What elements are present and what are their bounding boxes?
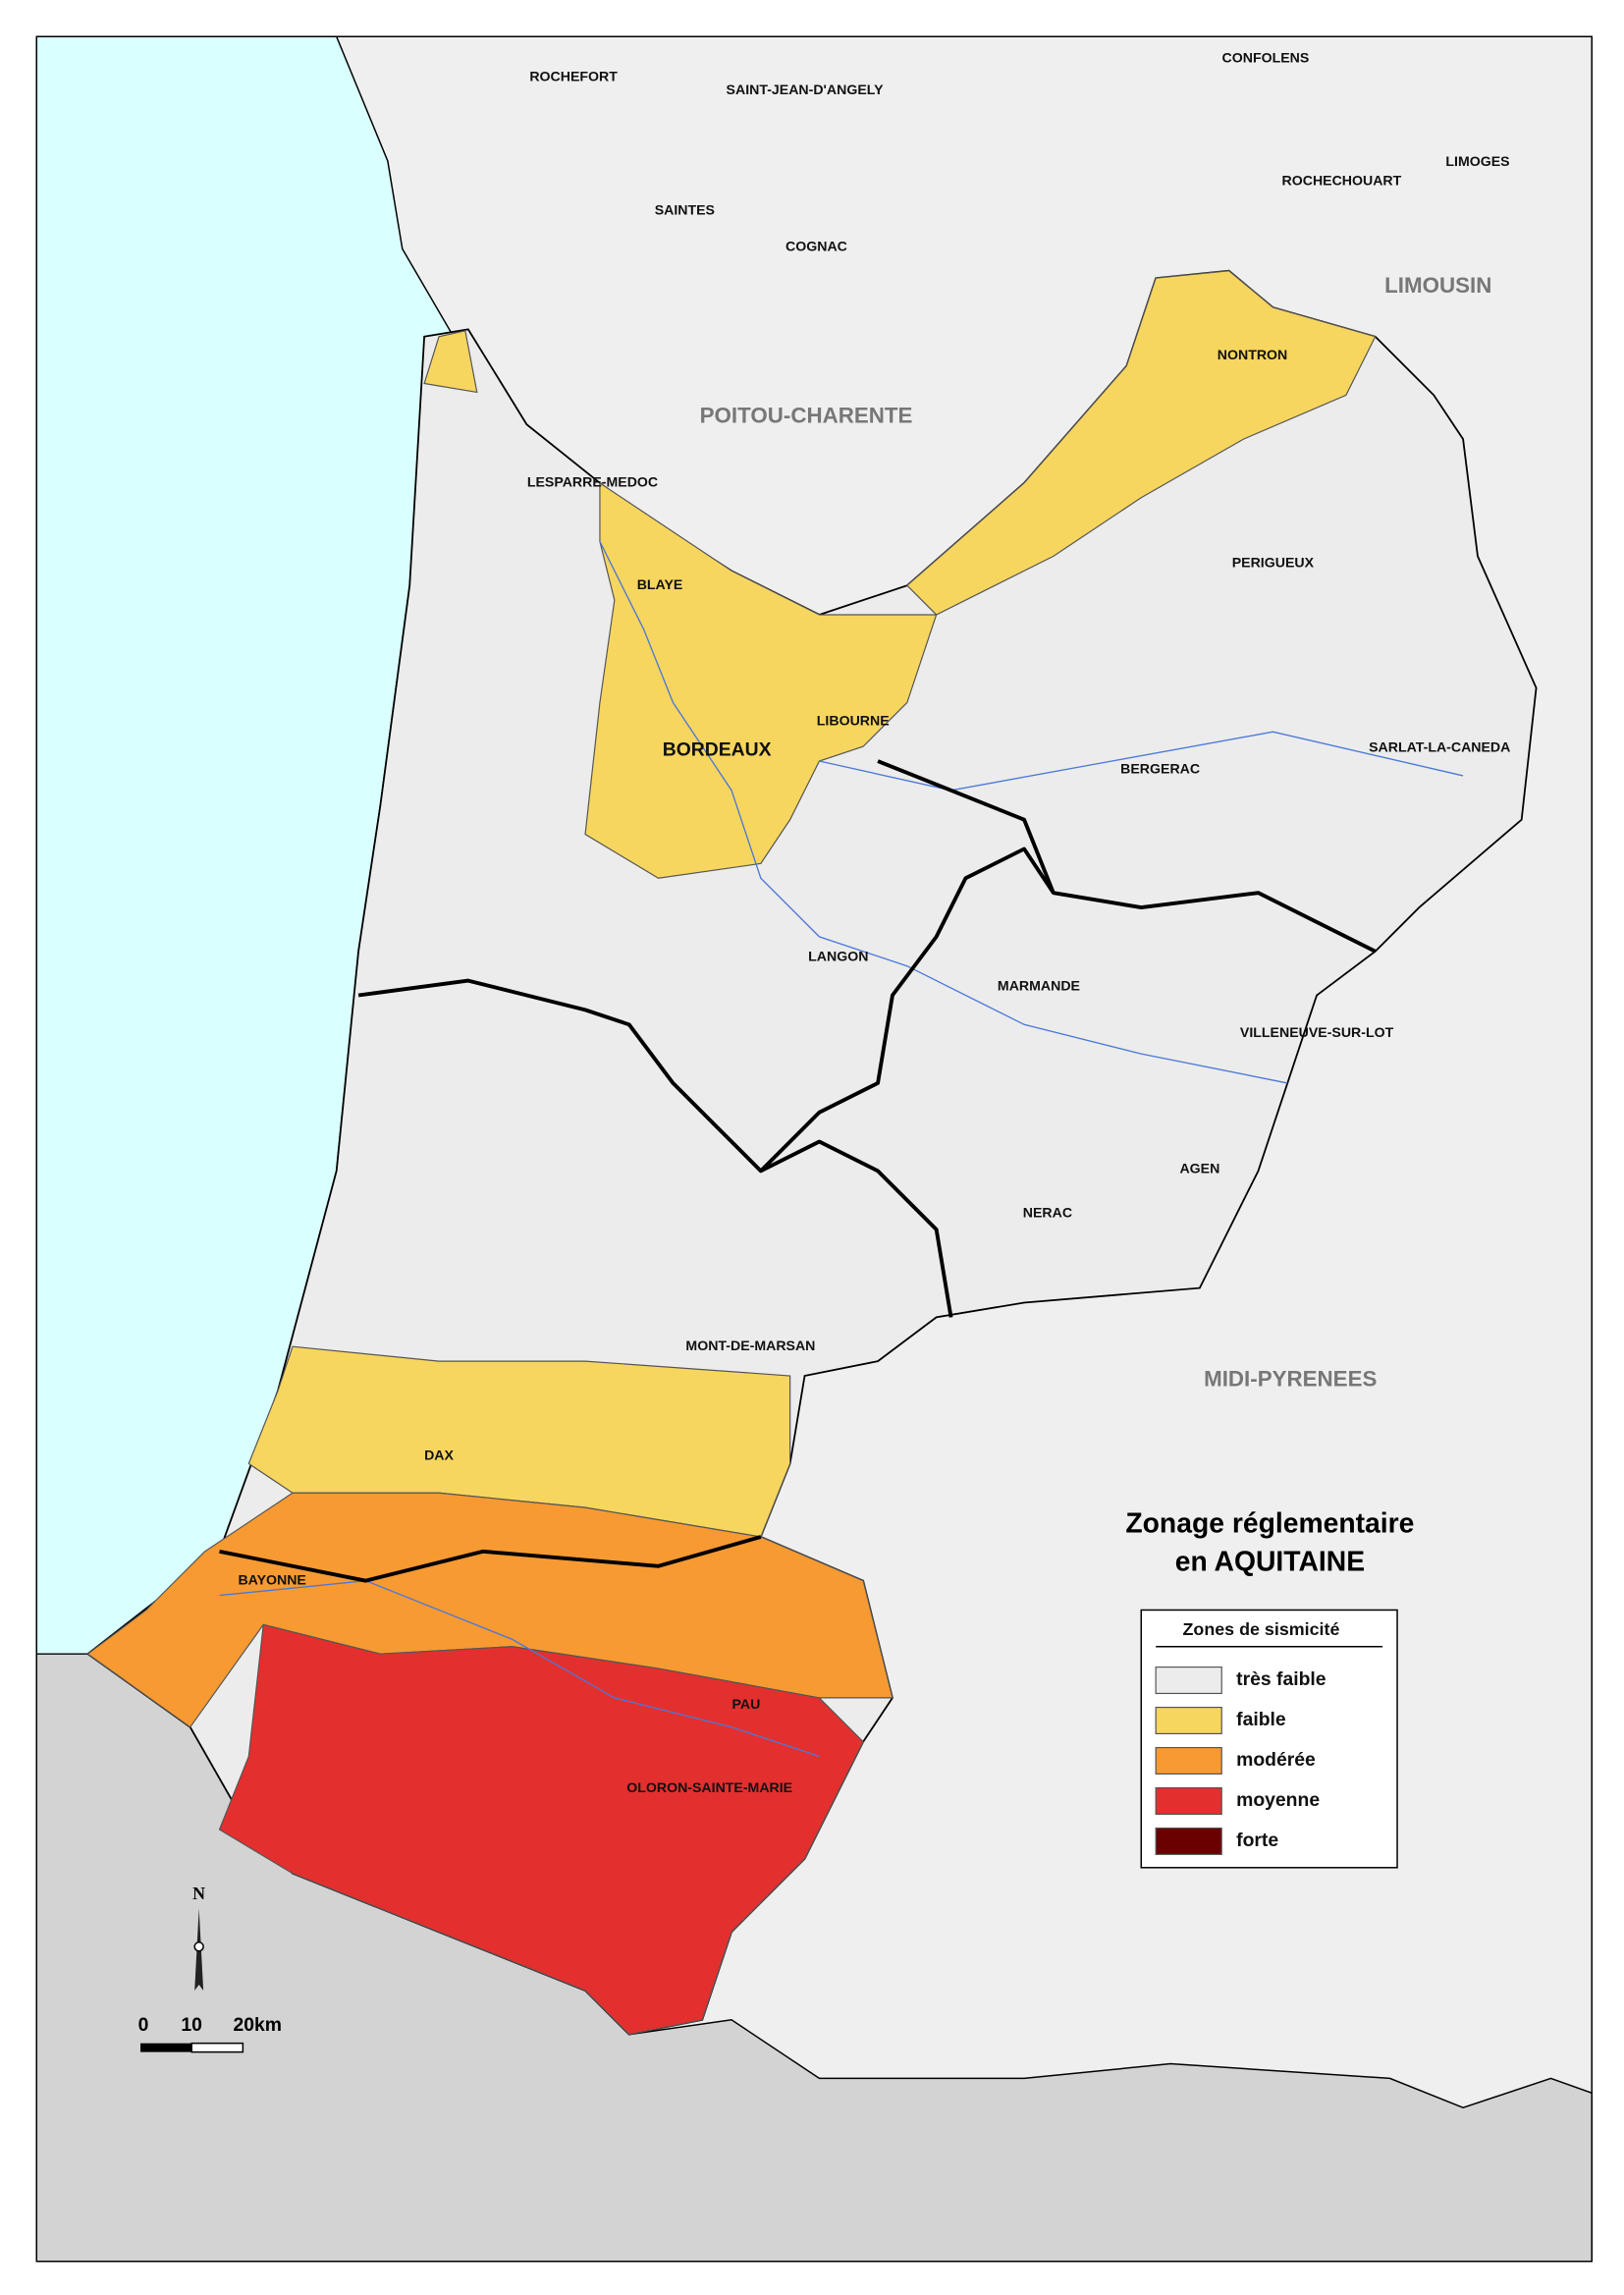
place-label: SARLAT-LA-CANEDA xyxy=(1369,738,1510,754)
region-label: POITOU-CHARENTE xyxy=(700,404,913,428)
scale-label: 0 xyxy=(138,2014,149,2036)
place-label: BLAYE xyxy=(637,576,683,592)
legend-label: modérée xyxy=(1236,1749,1316,1771)
place-label: PAU xyxy=(732,1696,761,1712)
legend-swatch xyxy=(1155,1827,1222,1855)
legend-label: très faible xyxy=(1236,1668,1326,1690)
legend-label: moyenne xyxy=(1236,1789,1320,1811)
place-label: NONTRON xyxy=(1218,347,1287,362)
zone-faible-medoc xyxy=(423,330,478,394)
place-label: AGEN xyxy=(1179,1161,1219,1176)
place-label: ROCHEFORT xyxy=(529,69,618,84)
map-title: Zonage réglementaire xyxy=(1125,1507,1414,1539)
north-arrow-center xyxy=(193,1941,204,1952)
zone-moyenne xyxy=(218,1623,864,2036)
department-border xyxy=(357,978,953,1318)
department-border xyxy=(877,759,1056,894)
legend-swatch xyxy=(1155,1786,1222,1815)
place-label: COGNAC xyxy=(785,239,847,254)
place-label: LANGON xyxy=(808,948,868,963)
legend-label: faible xyxy=(1236,1709,1286,1730)
north-arrow: N xyxy=(192,1884,205,1991)
legend: Zones de sismicité très faible faible modé… xyxy=(1140,1609,1398,1869)
department-border xyxy=(759,847,1377,1173)
legend-box xyxy=(1140,1609,1398,1869)
place-label: LIBOURNE xyxy=(817,713,890,729)
scale-bar: 0 10 20km xyxy=(138,2014,283,2053)
scale-segment xyxy=(190,2042,244,2053)
legend-swatch xyxy=(1155,1667,1222,1695)
place-label: VILLENEUVE-SUR-LOT xyxy=(1240,1024,1394,1040)
river xyxy=(599,541,1288,1084)
map-title: en AQUITAINE xyxy=(1175,1545,1365,1576)
zone-faible-north xyxy=(584,481,938,879)
place-label: CONFOLENS xyxy=(1222,49,1310,65)
region-label: LIMOUSIN xyxy=(1384,273,1491,298)
place-label: SAINT-JEAN-D'ANGELY xyxy=(727,82,885,97)
north-label: N xyxy=(192,1884,205,1903)
scale-label: 20km xyxy=(234,2014,283,2036)
place-label: MONT-DE-MARSAN xyxy=(685,1338,815,1353)
place-label: LESPARRE-MEDOC xyxy=(527,474,658,490)
place-label: BAYONNE xyxy=(238,1571,305,1587)
legend-swatch xyxy=(1155,1746,1222,1776)
place-label: LIMOGES xyxy=(1445,153,1509,169)
region-label: MIDI-PYRENEES xyxy=(1204,1366,1377,1391)
place-label: SAINTES xyxy=(655,201,715,217)
river xyxy=(819,731,1464,792)
zone-faible-dordogne xyxy=(905,270,1377,616)
place-label: DAX xyxy=(424,1448,454,1463)
place-label: BORDEAUX xyxy=(663,739,772,761)
legend-title: Zones de sismicité xyxy=(1182,1619,1339,1639)
place-label: ROCHECHOUART xyxy=(1282,173,1402,189)
scale-label: 10 xyxy=(181,2014,202,2036)
place-label: PERIGUEUX xyxy=(1232,555,1315,571)
place-label: BERGERAC xyxy=(1120,761,1200,777)
place-label: NERAC xyxy=(1023,1204,1072,1220)
department-border xyxy=(219,1535,762,1583)
place-label: OLORON-SAINTE-MARIE xyxy=(626,1779,792,1795)
place-label: MARMANDE xyxy=(998,977,1080,993)
river xyxy=(219,1579,820,1758)
legend-label: forte xyxy=(1236,1830,1278,1851)
scale-segment xyxy=(140,2043,192,2052)
legend-swatch xyxy=(1155,1706,1222,1735)
